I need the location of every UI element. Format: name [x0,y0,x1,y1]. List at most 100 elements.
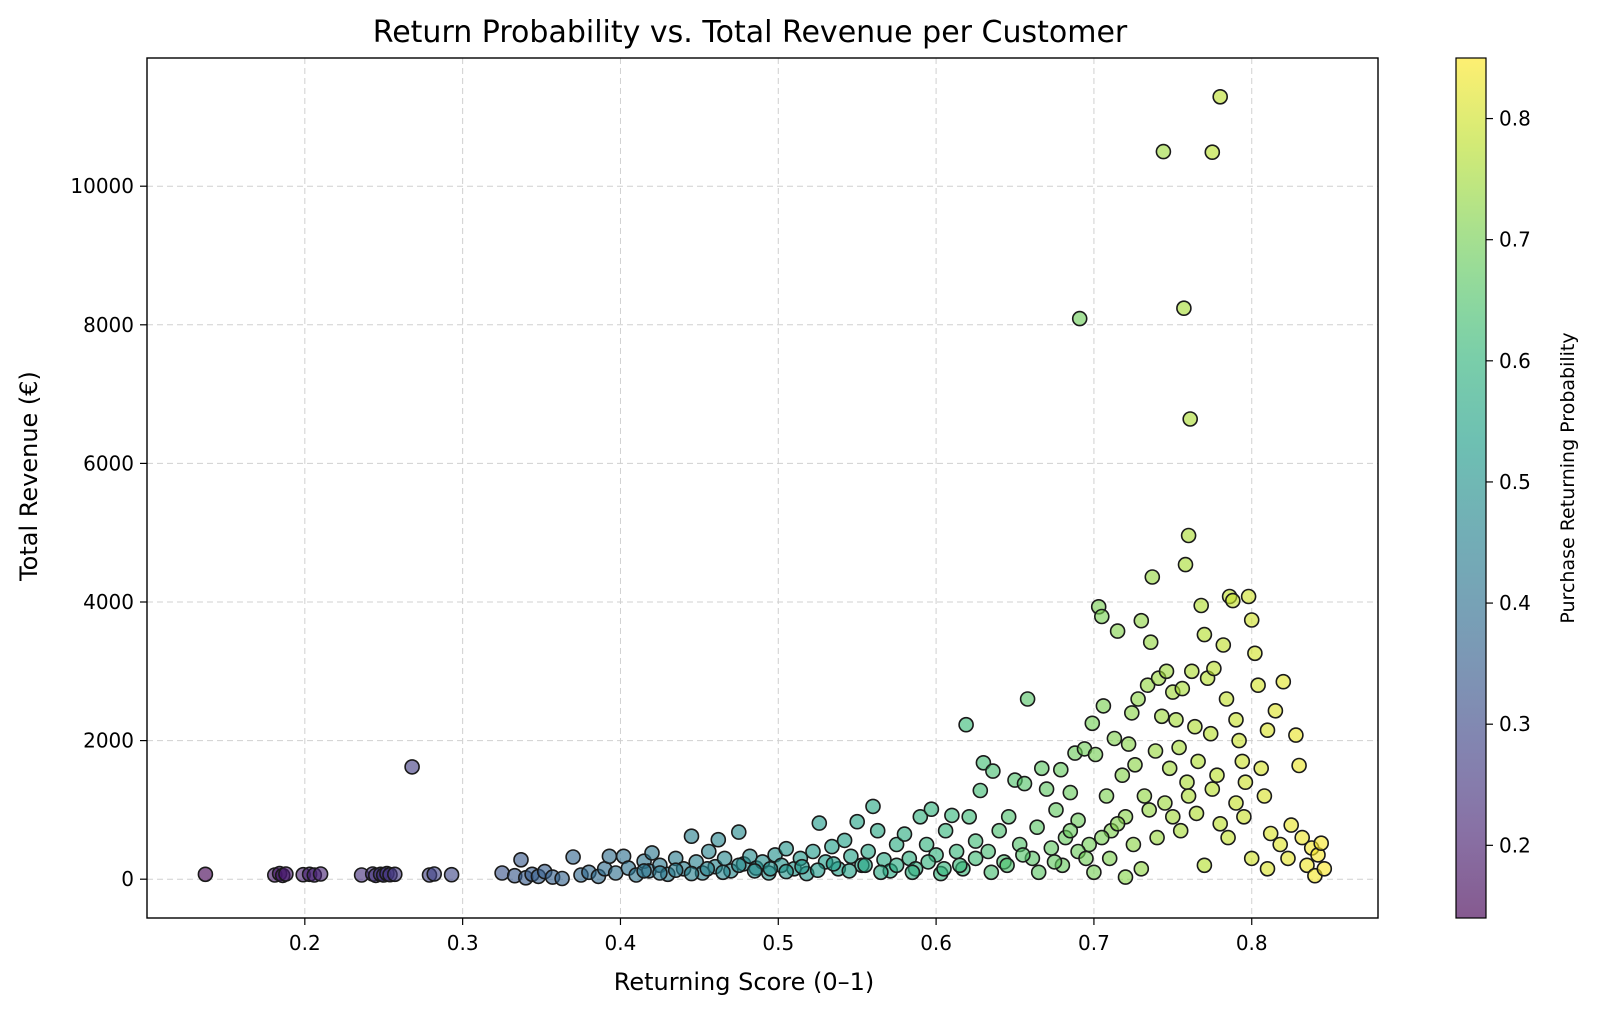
x-tick-label: 0.3 [447,931,479,955]
data-point [652,865,668,881]
data-point [1218,691,1235,707]
data-point [948,843,965,860]
data-point [951,857,968,874]
x-tick-label: 0.7 [1078,931,1110,955]
data-point [710,831,727,848]
data-point [1149,829,1165,846]
data-point [1247,645,1263,662]
data-point [967,850,984,867]
data-point [1141,802,1157,818]
data-point [983,864,1000,881]
data-point [1267,702,1284,719]
data-point [746,863,763,879]
data-point [1124,705,1140,721]
plot-area [146,57,1379,919]
data-point [1154,708,1170,725]
data-point [1084,715,1101,732]
data-point [1180,527,1197,544]
x-tick-label: 0.6 [920,931,952,955]
data-point [958,716,974,733]
y-tick-label: 2000 [83,729,134,753]
data-point [972,782,989,799]
data-point [426,866,443,882]
colorbar-tick-label: 0.5 [1499,470,1531,494]
y-tick-label: 6000 [83,451,134,475]
data-point [601,848,618,865]
data-points [197,89,1333,887]
data-point [1291,757,1307,774]
data-point [1243,850,1260,867]
data-point [1212,89,1228,105]
data-point [1172,822,1189,839]
data-point [404,759,420,775]
data-point [1015,847,1031,863]
data-point [1196,626,1213,643]
data-point [1262,825,1279,842]
data-point [1240,588,1257,605]
data-point [857,857,873,874]
data-point [1130,691,1146,707]
data-point [1117,869,1134,885]
data-point [1243,612,1260,628]
data-point [1184,663,1200,680]
y-axis-ticks: 0 2000 4000 6000 8000 10000 [70,174,147,891]
data-point [715,864,731,881]
data-point [386,866,403,883]
data-point [1070,812,1086,829]
data-point [865,798,881,815]
data-point [873,864,889,881]
data-point [1144,569,1161,585]
data-point [1071,310,1088,327]
data-point [554,870,570,887]
colorbar-tick-label: 0.4 [1499,591,1531,615]
data-point [896,826,913,842]
data-point [888,857,905,874]
data-point [1029,819,1045,836]
data-point [825,856,842,872]
data-point [1043,840,1060,856]
x-tick-label: 0.2 [289,931,321,955]
data-point [1220,829,1236,846]
y-tick-label: 8000 [83,313,134,337]
data-point [1142,634,1159,651]
data-point [513,851,529,868]
data-point [1147,743,1164,759]
data-point [1283,817,1299,833]
data-point [778,840,795,857]
data-point [1299,857,1315,874]
data-point [700,843,717,860]
data-point [1231,732,1247,749]
data-point [683,828,700,845]
colorbar-tick-label: 0.2 [1499,833,1531,857]
data-point [1046,854,1063,870]
data-point [1187,718,1203,735]
data-point [1098,788,1115,804]
data-point [912,808,929,825]
data-point [1177,556,1194,573]
data-point [1250,677,1266,694]
data-point [991,822,1008,839]
data-point [1182,411,1198,427]
grid [147,58,1378,918]
data-point [904,864,921,881]
data-point [967,833,984,849]
data-point [1190,753,1206,770]
colorbar [1455,57,1487,919]
data-point [923,801,940,818]
data-point [730,824,747,840]
data-point [836,832,853,849]
data-point [1016,775,1033,792]
data-point [1158,663,1175,680]
data-point [1034,760,1050,777]
data-point [1053,761,1069,778]
data-point [1171,739,1187,756]
data-point [1275,673,1292,690]
data-point [1313,835,1329,852]
data-point [805,843,821,860]
data-point [1316,860,1333,877]
data-point [1125,836,1142,853]
colorbar-ticks: 0.2 0.3 0.4 0.5 0.6 0.7 0.8 [1486,107,1531,857]
data-point [920,854,937,870]
data-point [1236,808,1252,825]
